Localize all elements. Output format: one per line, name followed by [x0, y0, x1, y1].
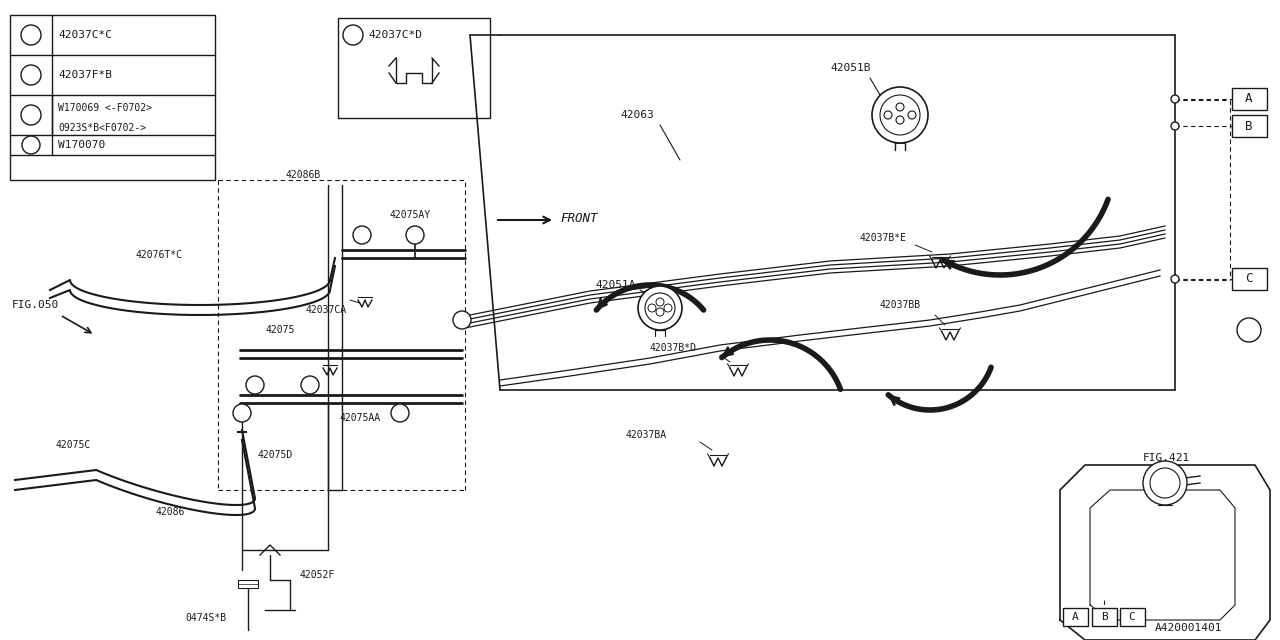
Circle shape: [1143, 461, 1187, 505]
Circle shape: [881, 95, 920, 135]
Text: 42075AA: 42075AA: [340, 413, 381, 423]
Circle shape: [1236, 318, 1261, 342]
Text: 0474S*B: 0474S*B: [186, 613, 227, 623]
Circle shape: [657, 308, 664, 316]
Text: 1: 1: [239, 408, 244, 418]
Bar: [238, 580, 259, 588]
Text: 42086: 42086: [155, 507, 184, 517]
Text: W170070: W170070: [58, 140, 105, 150]
Text: 42075AY: 42075AY: [390, 210, 431, 220]
Text: B: B: [1245, 120, 1253, 132]
Text: FIG.421: FIG.421: [1143, 453, 1190, 463]
Circle shape: [1171, 122, 1179, 130]
Circle shape: [645, 293, 675, 323]
Text: 42037C*C: 42037C*C: [58, 30, 113, 40]
Text: 5: 5: [252, 380, 259, 390]
Text: 42037B*D: 42037B*D: [650, 343, 698, 353]
Text: 42086B: 42086B: [285, 170, 320, 180]
Text: 4: 4: [28, 110, 35, 120]
Circle shape: [406, 226, 424, 244]
Text: 42037BB: 42037BB: [881, 300, 922, 310]
Circle shape: [233, 404, 251, 422]
Circle shape: [1149, 468, 1180, 498]
Circle shape: [22, 136, 40, 154]
Text: A: A: [1071, 612, 1078, 622]
Circle shape: [637, 286, 682, 330]
Text: 42052F: 42052F: [300, 570, 335, 580]
Text: 0923S*B<F0702->: 0923S*B<F0702->: [58, 123, 146, 133]
Circle shape: [1171, 275, 1179, 283]
Text: 42075D: 42075D: [259, 450, 293, 460]
Text: A: A: [1245, 93, 1253, 106]
Text: 42075: 42075: [265, 325, 294, 335]
Circle shape: [20, 25, 41, 45]
Circle shape: [872, 87, 928, 143]
Text: 42075C: 42075C: [55, 440, 91, 450]
Text: 3: 3: [349, 30, 356, 40]
Text: 3: 3: [307, 380, 312, 390]
Text: 42037C*D: 42037C*D: [369, 30, 422, 40]
Text: 42063: 42063: [620, 110, 654, 120]
Text: FRONT: FRONT: [561, 211, 598, 225]
Text: 5: 5: [28, 140, 35, 150]
Text: 42037B*E: 42037B*E: [860, 233, 908, 243]
Bar: [338, 18, 490, 118]
Bar: [1120, 608, 1146, 626]
Circle shape: [390, 404, 410, 422]
Bar: [10, 15, 215, 180]
Bar: [1231, 115, 1267, 137]
Circle shape: [246, 376, 264, 394]
Circle shape: [1171, 95, 1179, 103]
Text: 1: 1: [360, 230, 365, 240]
Text: 42051B: 42051B: [829, 63, 870, 73]
Text: FIG.050: FIG.050: [12, 300, 59, 310]
Circle shape: [453, 311, 471, 329]
Circle shape: [896, 103, 904, 111]
Circle shape: [657, 298, 664, 306]
Text: 42076T*C: 42076T*C: [134, 250, 182, 260]
Text: 42051A: 42051A: [595, 280, 635, 290]
Text: A420001401: A420001401: [1155, 623, 1222, 633]
Text: 1: 1: [412, 230, 419, 240]
Bar: [1092, 608, 1117, 626]
Bar: [1231, 268, 1267, 290]
Text: 1: 1: [28, 30, 35, 40]
Text: C: C: [1129, 612, 1135, 622]
Circle shape: [896, 116, 904, 124]
Circle shape: [648, 304, 657, 312]
Text: 42037BA: 42037BA: [625, 430, 666, 440]
Circle shape: [884, 111, 892, 119]
Bar: [1062, 608, 1088, 626]
Text: B: B: [1101, 612, 1107, 622]
Circle shape: [20, 65, 41, 85]
Bar: [1231, 88, 1267, 110]
Text: 4: 4: [1245, 323, 1253, 337]
Circle shape: [20, 105, 41, 125]
Text: 2: 2: [28, 70, 35, 80]
Text: W170069 <-F0702>: W170069 <-F0702>: [58, 103, 152, 113]
Circle shape: [353, 226, 371, 244]
Text: 2: 2: [460, 315, 465, 325]
Text: C: C: [1245, 273, 1253, 285]
Text: 42037CA: 42037CA: [305, 305, 346, 315]
Circle shape: [908, 111, 916, 119]
Circle shape: [343, 25, 364, 45]
Text: 1: 1: [397, 408, 403, 418]
Circle shape: [664, 304, 672, 312]
Circle shape: [301, 376, 319, 394]
Text: 42037F*B: 42037F*B: [58, 70, 113, 80]
